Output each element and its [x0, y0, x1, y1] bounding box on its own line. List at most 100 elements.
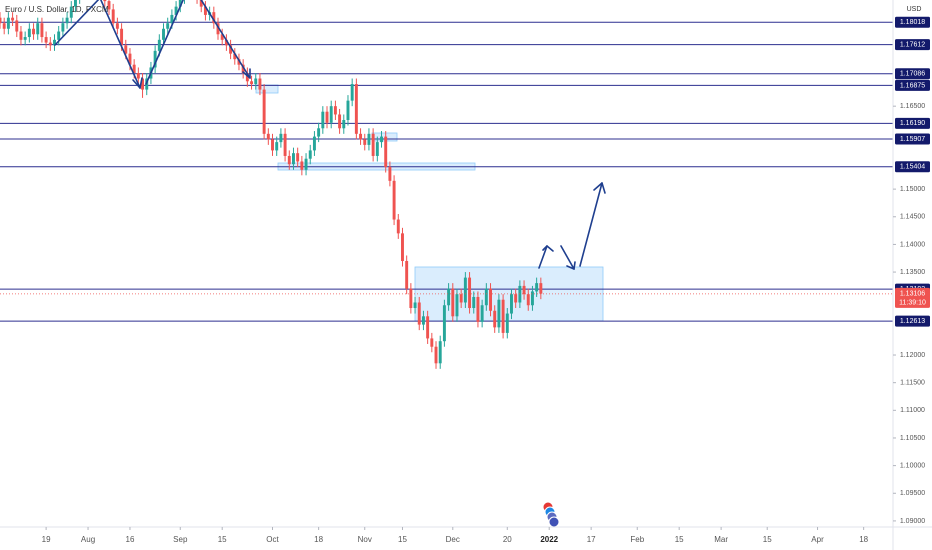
candle-body	[510, 294, 513, 314]
level-label: 1.15907	[900, 136, 925, 143]
candle-body	[304, 158, 308, 170]
candle-body	[53, 39, 56, 46]
candle-body	[501, 299, 505, 333]
y-tick-label: 1.10000	[900, 462, 925, 469]
candle-body	[170, 14, 174, 24]
x-tick-label: Oct	[266, 535, 279, 544]
candle-body	[120, 28, 124, 46]
candle-body	[69, 6, 73, 18]
candle-body	[220, 34, 224, 40]
candle-body	[447, 288, 451, 306]
level-label: 1.16190	[900, 120, 925, 127]
candle-body	[539, 283, 543, 294]
y-tick-label: 1.13500	[900, 269, 925, 276]
trend-line	[54, 0, 100, 46]
arrow-head	[566, 261, 576, 270]
plot-area	[0, 0, 893, 369]
candle-body	[472, 296, 476, 309]
x-tick-label: 17	[587, 535, 596, 544]
candle-body	[283, 133, 287, 156]
candle-body	[229, 45, 233, 54]
candle-body	[111, 9, 115, 24]
candle-body	[493, 310, 497, 328]
candle-body	[476, 296, 480, 322]
candle-body	[44, 37, 48, 43]
candle-body	[384, 136, 388, 168]
trend-line	[145, 0, 184, 85]
candle-body	[421, 316, 425, 325]
trend-arrow	[538, 245, 548, 269]
candle-body	[103, 0, 107, 2]
candle-body	[484, 288, 488, 306]
y-tick-label: 1.09000	[900, 518, 925, 525]
level-label-box	[895, 16, 930, 28]
candle-body	[463, 277, 467, 303]
x-tick-label: 15	[675, 535, 684, 544]
last-price-box	[895, 287, 930, 308]
candle-body	[292, 153, 295, 165]
candle-body	[136, 72, 140, 79]
candle-body	[153, 50, 157, 68]
candle-body	[535, 283, 539, 292]
candle-body	[65, 17, 69, 24]
level-label-box	[895, 79, 930, 91]
candle-body	[266, 133, 270, 140]
last-price-label: 1.13106	[900, 291, 925, 298]
level-label-box	[895, 39, 930, 51]
trend-arrow	[200, 0, 251, 79]
candle-body	[224, 39, 228, 46]
x-tick-label: 18	[314, 535, 323, 544]
x-tick-label: Mar	[714, 535, 728, 544]
candle-body	[405, 261, 409, 289]
candle-body	[296, 153, 300, 162]
candle-body	[342, 119, 346, 129]
candle-body	[480, 305, 484, 322]
candle-body	[430, 338, 434, 347]
candle-body	[124, 45, 128, 54]
candle-body	[333, 106, 337, 115]
candle-body	[455, 294, 459, 317]
x-tick-label: 19	[42, 535, 51, 544]
candle-body	[237, 59, 241, 65]
candle-body	[489, 288, 492, 311]
y-tick-label: 1.16500	[900, 103, 925, 110]
level-label: 1.12613	[900, 318, 925, 325]
x-tick-label: 15	[218, 535, 227, 544]
candle-body	[250, 81, 254, 85]
y-tick-label: 1.15000	[900, 186, 925, 193]
candle-body	[451, 288, 455, 317]
candle-body	[275, 142, 279, 151]
level-label: 1.17086	[900, 71, 925, 78]
candle-body	[426, 316, 430, 339]
y-tick-label: 1.14000	[900, 241, 925, 248]
candle-body	[417, 302, 421, 325]
candle-body	[380, 136, 383, 143]
candle-body	[401, 233, 404, 262]
y-tick-label: 1.11500	[900, 380, 925, 387]
candle-body	[157, 39, 161, 51]
x-tick-label: Dec	[446, 535, 460, 544]
candle-body	[162, 28, 165, 40]
candle-body	[413, 302, 417, 309]
candle-body	[338, 114, 342, 129]
candle-body	[459, 294, 463, 303]
candle-body	[388, 167, 392, 181]
x-tick-label: Aug	[81, 535, 95, 544]
countdown: 11:39:10	[899, 300, 926, 307]
candle-body	[57, 31, 61, 40]
arrow-head	[242, 68, 251, 79]
candle-body	[61, 23, 65, 32]
candle-body	[245, 72, 249, 82]
trend-arrow	[100, 0, 141, 89]
x-tick-label: 20	[503, 535, 512, 544]
level-label-box	[895, 117, 930, 129]
x-tick-label: 18	[859, 535, 868, 544]
x-tick-label: 2022	[540, 535, 558, 544]
candle-body	[329, 106, 333, 123]
y-tick-label: 1.12000	[900, 352, 925, 359]
candle-body	[32, 28, 36, 35]
candle-body	[359, 133, 363, 140]
candle-body	[36, 23, 40, 35]
candle-body	[325, 111, 329, 123]
candle-body	[2, 23, 6, 29]
